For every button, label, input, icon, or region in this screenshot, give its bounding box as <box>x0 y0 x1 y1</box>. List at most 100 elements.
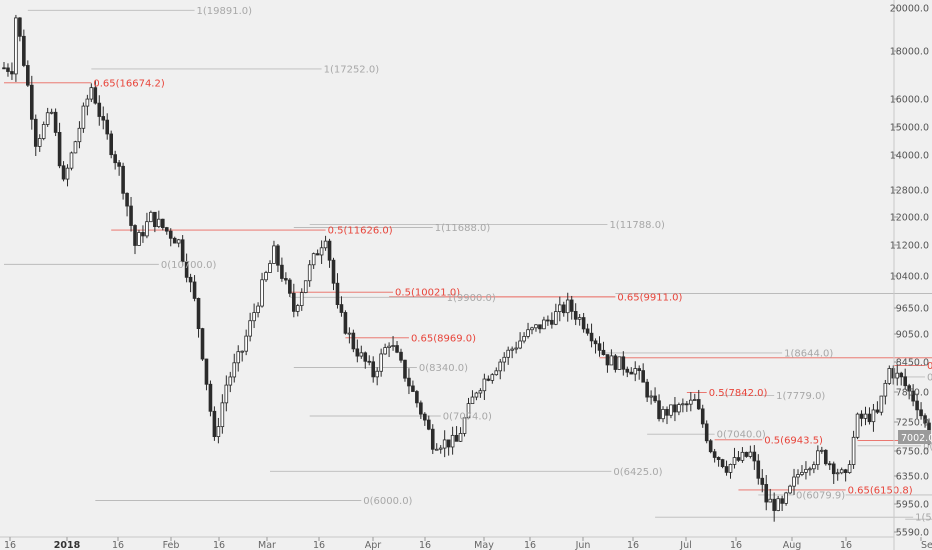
candle-body <box>303 280 308 293</box>
candle-body <box>6 67 10 72</box>
candle-body <box>240 350 245 353</box>
candle-body <box>689 399 693 405</box>
fib-level-label: 1(7779.0) <box>776 391 825 402</box>
x-tick-label: Se <box>921 540 932 550</box>
candle-body <box>438 447 443 450</box>
candle-body <box>29 84 34 120</box>
y-tick-label: 18000.0 <box>890 47 929 58</box>
candle-body <box>847 464 852 474</box>
candle-body <box>744 451 749 457</box>
y-tick-label: 6350.0 <box>896 472 929 483</box>
candle-body <box>307 264 312 282</box>
candle-body <box>415 391 419 404</box>
price-axis[interactable]: 20000.0 18000.0 16000.0 15000.0 14000.0 12800… <box>890 4 929 539</box>
x-tick-label: 16 <box>419 540 431 550</box>
last-price-label: 7002.0 <box>901 433 932 444</box>
candle-body <box>22 35 26 66</box>
candle-body <box>823 449 828 465</box>
candle-body <box>863 413 868 419</box>
x-tick-label: 16 <box>627 540 639 550</box>
candle-body <box>276 245 280 266</box>
candle-body <box>522 335 526 342</box>
fib-level-label: 0(8151.0) <box>927 372 932 383</box>
y-tick-label: 7850.0 <box>896 388 929 399</box>
candle-body <box>629 371 634 375</box>
candle-body <box>859 413 864 419</box>
x-tick-label: Jul <box>679 540 691 550</box>
candle-body <box>891 368 896 379</box>
fib-level-label: 1(5780.0) <box>915 513 932 524</box>
fib-level-label: 0(10700.0) <box>161 260 217 271</box>
candle-body <box>407 377 411 387</box>
time-axis[interactable]: 16 2018 16 Feb 16 Mar 16 Apr 16 May 16 Jun 16 Jul 16 Au… <box>4 537 932 550</box>
candle-body <box>601 349 606 355</box>
candle-body <box>37 138 42 147</box>
candle-body <box>57 132 62 167</box>
candle-body <box>554 311 558 325</box>
candle-body <box>137 232 141 246</box>
candle-body <box>490 374 495 381</box>
candle-body <box>367 360 372 363</box>
candle-body <box>816 450 820 466</box>
candle-body <box>224 384 229 404</box>
x-tick-label: May <box>474 540 494 550</box>
candle-body <box>272 245 276 264</box>
candle-body <box>157 218 161 227</box>
candle-body <box>867 413 872 423</box>
candle-body <box>105 119 110 135</box>
candle-body <box>359 352 364 357</box>
candle-body <box>121 165 125 194</box>
candle-body <box>883 382 888 397</box>
candle-body <box>669 404 673 416</box>
candle-body <box>621 356 626 370</box>
candle-body <box>871 409 876 423</box>
candle-body <box>192 281 197 299</box>
candle-body <box>740 451 745 461</box>
y-tick-label: 10400.0 <box>890 272 929 283</box>
fib-level-label: 0.65(8969.0) <box>411 333 476 344</box>
x-tick-label: 16 <box>840 540 852 550</box>
candle-body <box>550 319 554 325</box>
candle-body <box>510 348 514 351</box>
candle-body <box>379 353 383 372</box>
last-price-box <box>898 430 931 444</box>
x-tick-label: 16 <box>112 540 124 550</box>
last-price-tag: 7002.0 <box>898 430 932 444</box>
candle-body <box>792 476 796 487</box>
candle-body <box>399 351 403 361</box>
fib-level-label: 1(11688.0) <box>435 223 491 234</box>
candle-body <box>53 111 58 133</box>
candle-body <box>220 402 225 428</box>
x-tick-label: 2018 <box>54 540 81 550</box>
candle-body <box>506 349 510 358</box>
candle-body <box>343 312 348 334</box>
candle-body <box>295 305 300 312</box>
candle-body <box>903 376 907 387</box>
candle-body <box>649 395 653 398</box>
candle-body <box>772 498 776 511</box>
candle-body <box>216 426 221 438</box>
candle-body <box>577 317 582 320</box>
candle-body <box>613 355 618 370</box>
candle-body <box>426 419 431 430</box>
candle-body <box>923 415 927 424</box>
candle-body <box>423 413 427 421</box>
candle-body <box>804 468 808 473</box>
candle-body <box>288 279 292 294</box>
candle-body <box>565 299 570 314</box>
candle-body <box>561 304 566 314</box>
candle-body <box>61 165 66 180</box>
candle-body <box>895 372 900 379</box>
candle-body <box>569 299 574 312</box>
candle-body <box>176 239 181 244</box>
candle-body <box>728 463 733 473</box>
candle-body <box>911 390 915 402</box>
x-tick-label: Jun <box>575 540 591 550</box>
candle-body <box>796 474 800 478</box>
candle-body <box>665 408 669 416</box>
candle-body <box>812 464 816 470</box>
candle-body <box>311 253 316 266</box>
candle-body <box>347 332 352 335</box>
